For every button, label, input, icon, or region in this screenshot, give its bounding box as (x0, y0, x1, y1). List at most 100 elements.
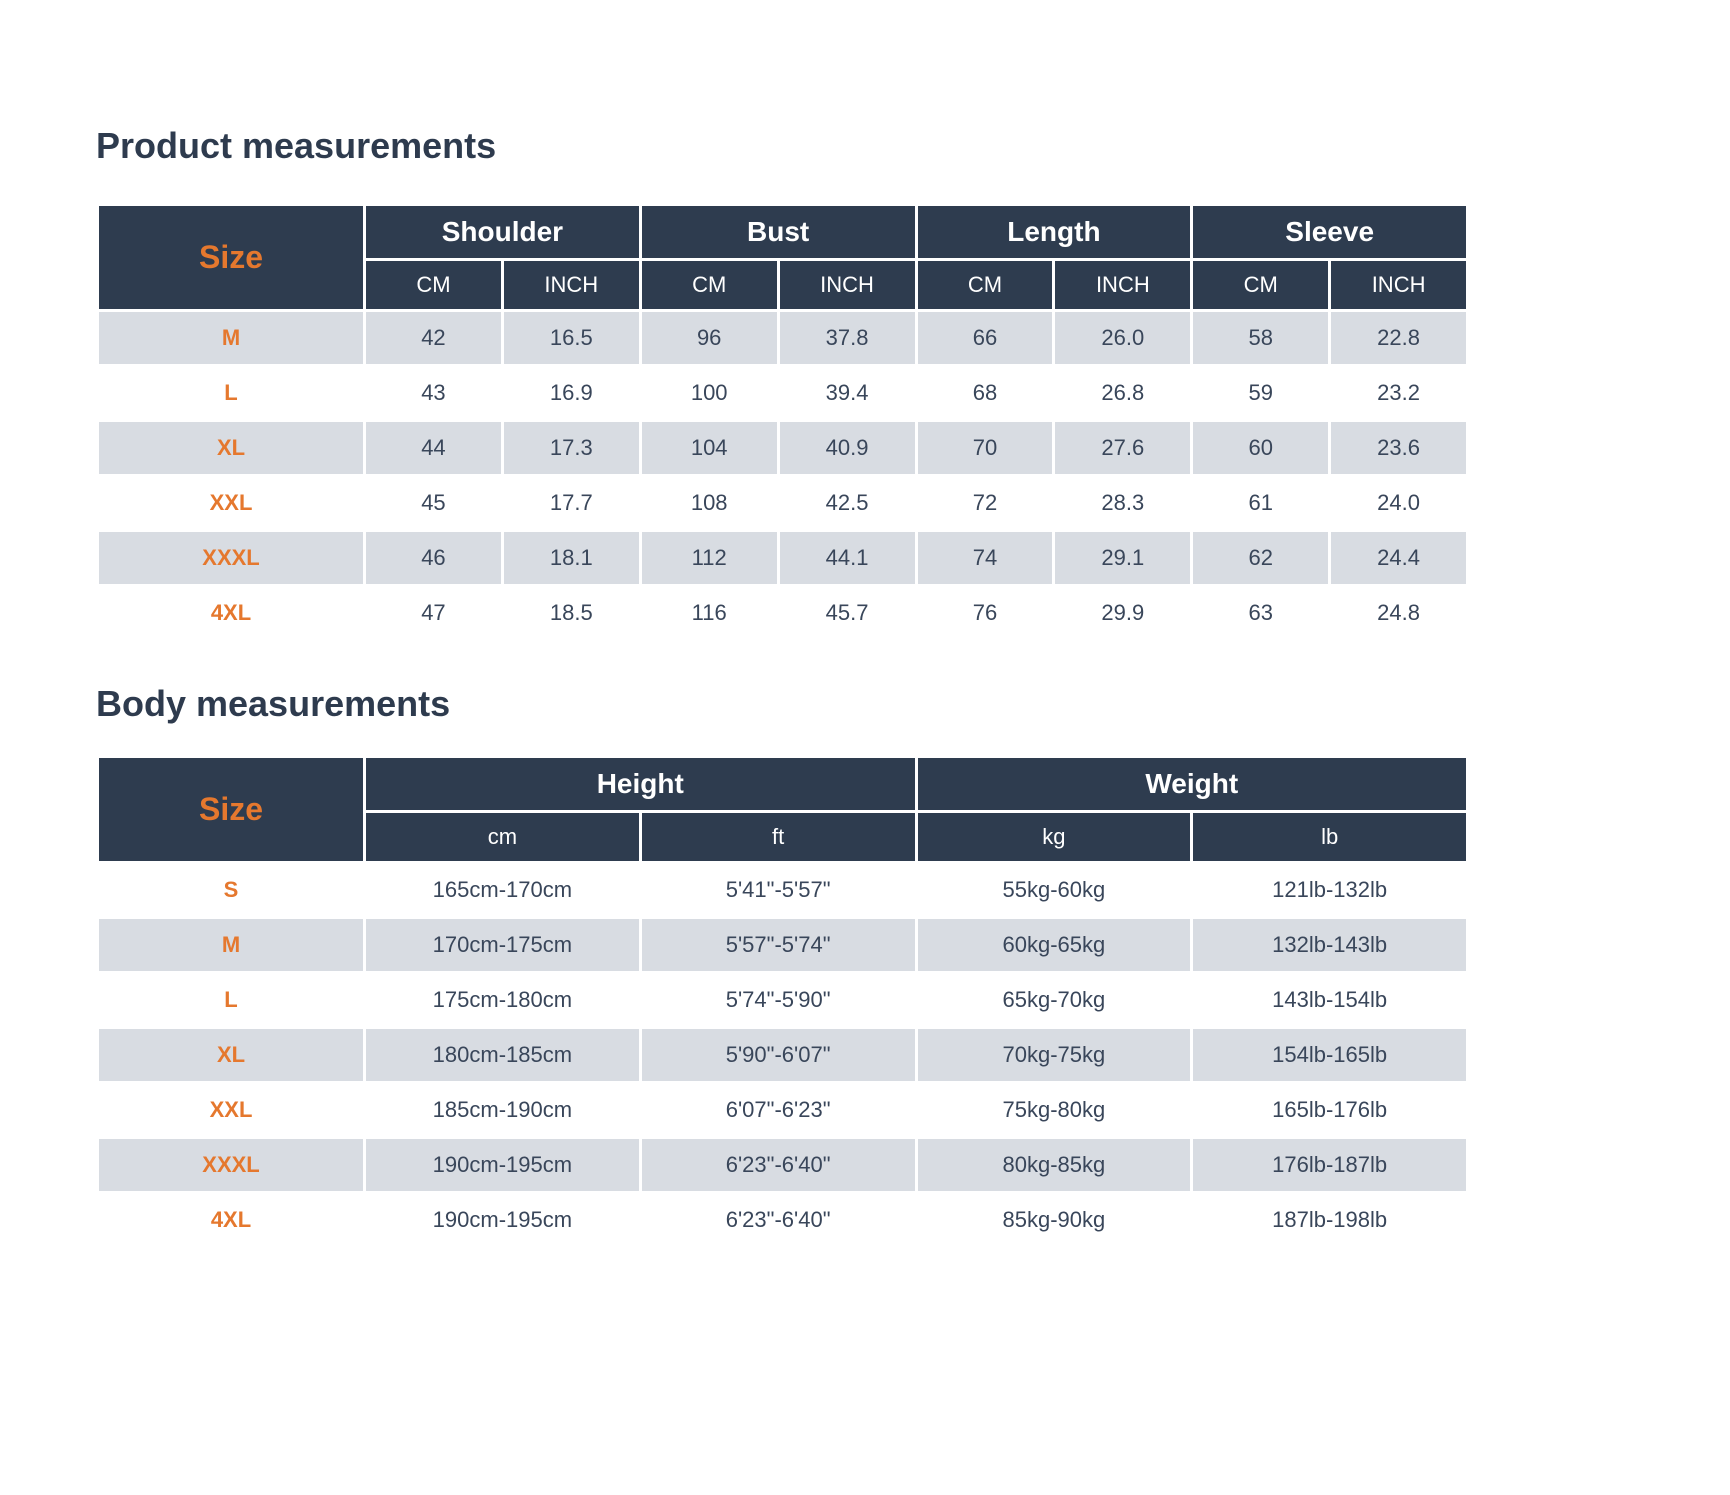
value-cell: 37.8 (776, 309, 918, 367)
size-cell: XXXL (96, 529, 366, 587)
value-cell: 96 (638, 309, 780, 367)
group-header-weight: Weight (914, 755, 1470, 813)
value-cell: 44 (363, 419, 504, 477)
table-row-4xl: 4XL 190cm-195cm 6'23"-6'40" 85kg-90kg 187lb-… (96, 1191, 1470, 1249)
value-cell: 5'57"-5'74" (638, 916, 918, 974)
group-header-shoulder: Shoulder (363, 203, 642, 261)
value-cell: 29.9 (1052, 584, 1194, 642)
value-cell: 180cm-185cm (363, 1026, 642, 1084)
unit-header-length-inch: INCH (1052, 258, 1194, 312)
value-cell: 17.7 (500, 474, 642, 532)
value-cell: 60 (1190, 419, 1332, 477)
value-cell: 190cm-195cm (363, 1191, 642, 1249)
body-measurements-table: Size Height Weight cm ft kg lb S 165cm-170cm 5'41… (96, 755, 1470, 1249)
value-cell: 63 (1190, 584, 1332, 642)
size-cell: L (96, 364, 366, 422)
value-cell: 112 (638, 529, 780, 587)
value-cell: 45 (363, 474, 504, 532)
value-cell: 143lb-154lb (1190, 971, 1470, 1029)
value-cell: 58 (1190, 309, 1332, 367)
value-cell: 75kg-80kg (914, 1081, 1194, 1139)
value-cell: 44.1 (776, 529, 918, 587)
value-cell: 185cm-190cm (363, 1081, 642, 1139)
value-cell: 108 (638, 474, 780, 532)
group-header-height: Height (363, 755, 918, 813)
value-cell: 61 (1190, 474, 1332, 532)
unit-header-weight-lb: lb (1190, 810, 1470, 864)
value-cell: 76 (914, 584, 1056, 642)
unit-header-weight-kg: kg (914, 810, 1194, 864)
value-cell: 39.4 (776, 364, 918, 422)
size-chart-document: Product measurements Size Shoulder Bust Len… (96, 124, 1470, 1249)
table-row-s: S 165cm-170cm 5'41"-5'57" 55kg-60kg 121lb-13… (96, 861, 1470, 919)
value-cell: 154lb-165lb (1190, 1026, 1470, 1084)
size-cell: XL (96, 1026, 366, 1084)
value-cell: 29.1 (1052, 529, 1194, 587)
size-cell: M (96, 309, 366, 367)
table-row-xxxl: XXXL 190cm-195cm 6'23"-6'40" 80kg-85kg 176lb… (96, 1136, 1470, 1194)
value-cell: 23.2 (1328, 364, 1470, 422)
value-cell: 42 (363, 309, 504, 367)
value-cell: 132lb-143lb (1190, 916, 1470, 974)
size-cell: S (96, 861, 366, 919)
value-cell: 100 (638, 364, 780, 422)
value-cell: 26.0 (1052, 309, 1194, 367)
value-cell: 85kg-90kg (914, 1191, 1194, 1249)
size-cell: XXXL (96, 1136, 366, 1194)
value-cell: 104 (638, 419, 780, 477)
value-cell: 16.9 (500, 364, 642, 422)
value-cell: 55kg-60kg (914, 861, 1194, 919)
value-cell: 24.0 (1328, 474, 1470, 532)
unit-header-height-ft: ft (638, 810, 918, 864)
size-column-header: Size (96, 203, 366, 312)
table-row-xl: XL 180cm-185cm 5'90"-6'07" 70kg-75kg 154lb-1… (96, 1026, 1470, 1084)
group-header-length: Length (914, 203, 1194, 261)
value-cell: 121lb-132lb (1190, 861, 1470, 919)
value-cell: 165lb-176lb (1190, 1081, 1470, 1139)
size-cell: XL (96, 419, 366, 477)
value-cell: 40.9 (776, 419, 918, 477)
unit-header-bust-cm: CM (638, 258, 780, 312)
value-cell: 16.5 (500, 309, 642, 367)
table-row-m: M 170cm-175cm 5'57"-5'74" 60kg-65kg 132lb-14… (96, 916, 1470, 974)
value-cell: 175cm-180cm (363, 971, 642, 1029)
value-cell: 62 (1190, 529, 1332, 587)
unit-header-shoulder-inch: INCH (500, 258, 642, 312)
size-column-header: Size (96, 755, 366, 864)
value-cell: 187lb-198lb (1190, 1191, 1470, 1249)
value-cell: 190cm-195cm (363, 1136, 642, 1194)
value-cell: 59 (1190, 364, 1332, 422)
value-cell: 70 (914, 419, 1056, 477)
value-cell: 42.5 (776, 474, 918, 532)
value-cell: 26.8 (1052, 364, 1194, 422)
table-row-l: L 175cm-180cm 5'74"-5'90" 65kg-70kg 143lb-15… (96, 971, 1470, 1029)
unit-header-height-cm: cm (363, 810, 642, 864)
value-cell: 5'90"-6'07" (638, 1026, 918, 1084)
value-cell: 18.1 (500, 529, 642, 587)
unit-header-sleeve-cm: CM (1190, 258, 1332, 312)
value-cell: 47 (363, 584, 504, 642)
value-cell: 116 (638, 584, 780, 642)
value-cell: 165cm-170cm (363, 861, 642, 919)
unit-header-shoulder-cm: CM (363, 258, 504, 312)
table-row-xl: XL 44 17.3 104 40.9 70 27.6 60 23.6 (96, 419, 1470, 477)
value-cell: 46 (363, 529, 504, 587)
value-cell: 176lb-187lb (1190, 1136, 1470, 1194)
table-row-l: L 43 16.9 100 39.4 68 26.8 59 23.2 (96, 364, 1470, 422)
value-cell: 45.7 (776, 584, 918, 642)
value-cell: 22.8 (1328, 309, 1470, 367)
value-cell: 6'23"-6'40" (638, 1191, 918, 1249)
unit-header-row: cm ft kg lb (98, 810, 1470, 864)
unit-header-sleeve-inch: INCH (1328, 258, 1470, 312)
body-measurements-title: Body measurements (96, 683, 451, 724)
value-cell: 6'07"-6'23" (638, 1081, 918, 1139)
value-cell: 17.3 (500, 419, 642, 477)
value-cell: 60kg-65kg (914, 916, 1194, 974)
table-row-xxl: XXL 45 17.7 108 42.5 72 28.3 61 24.0 (96, 474, 1470, 532)
value-cell: 27.6 (1052, 419, 1194, 477)
value-cell: 28.3 (1052, 474, 1194, 532)
table-row-4xl: 4XL 47 18.5 116 45.7 76 29.9 63 24.8 (96, 584, 1470, 642)
value-cell: 43 (363, 364, 504, 422)
table-row-m: M 42 16.5 96 37.8 66 26.0 58 22.8 (96, 309, 1470, 367)
size-cell: 4XL (96, 1191, 366, 1249)
